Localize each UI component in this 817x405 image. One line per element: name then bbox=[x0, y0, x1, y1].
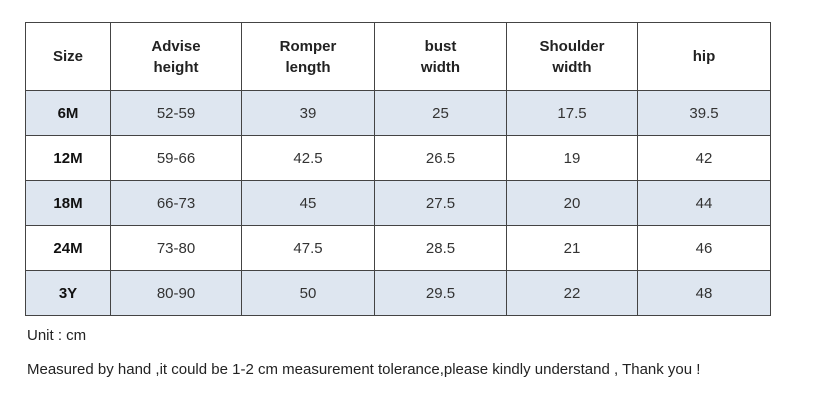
size-table: Size Advise height Romper length bust width… bbox=[25, 22, 771, 316]
table-row: 12M 59-66 42.5 26.5 19 42 bbox=[25, 135, 771, 181]
value-cell: 44 bbox=[637, 180, 771, 226]
header-cell: hip bbox=[637, 22, 771, 91]
size-cell: 24M bbox=[25, 225, 111, 271]
value-cell: 59-66 bbox=[110, 135, 242, 181]
header-cell: Advise height bbox=[110, 22, 242, 91]
table-row: 18M 66-73 45 27.5 20 44 bbox=[25, 180, 771, 226]
value-cell: 21 bbox=[506, 225, 638, 271]
value-cell: 52-59 bbox=[110, 90, 242, 136]
value-cell: 22 bbox=[506, 270, 638, 316]
value-cell: 42.5 bbox=[241, 135, 375, 181]
value-cell: 48 bbox=[637, 270, 771, 316]
value-cell: 27.5 bbox=[374, 180, 507, 226]
value-cell: 73-80 bbox=[110, 225, 242, 271]
header-cell: Size bbox=[25, 22, 111, 91]
value-cell: 29.5 bbox=[374, 270, 507, 316]
value-cell: 28.5 bbox=[374, 225, 507, 271]
size-cell: 3Y bbox=[25, 270, 111, 316]
value-cell: 42 bbox=[637, 135, 771, 181]
value-cell: 17.5 bbox=[506, 90, 638, 136]
size-cell: 6M bbox=[25, 90, 111, 136]
table-row: 3Y 80-90 50 29.5 22 48 bbox=[25, 270, 771, 316]
value-cell: 25 bbox=[374, 90, 507, 136]
tolerance-note: Measured by hand ,it could be 1-2 cm mea… bbox=[27, 361, 701, 378]
value-cell: 39.5 bbox=[637, 90, 771, 136]
header-cell: bust width bbox=[374, 22, 507, 91]
value-cell: 47.5 bbox=[241, 225, 375, 271]
header-cell: Romper length bbox=[241, 22, 375, 91]
value-cell: 39 bbox=[241, 90, 375, 136]
header-row: Size Advise height Romper length bust width… bbox=[25, 22, 771, 91]
value-cell: 26.5 bbox=[374, 135, 507, 181]
value-cell: 19 bbox=[506, 135, 638, 181]
value-cell: 46 bbox=[637, 225, 771, 271]
value-cell: 50 bbox=[241, 270, 375, 316]
size-cell: 12M bbox=[25, 135, 111, 181]
table-body: 6M 52-59 39 25 17.5 39.5 12M 59-66 42.5 26.5 19 42 1… bbox=[25, 90, 771, 316]
value-cell: 66-73 bbox=[110, 180, 242, 226]
header-cell: Shoulder width bbox=[506, 22, 638, 91]
value-cell: 45 bbox=[241, 180, 375, 226]
value-cell: 20 bbox=[506, 180, 638, 226]
table-row: 24M 73-80 47.5 28.5 21 46 bbox=[25, 225, 771, 271]
unit-note: Unit : cm bbox=[27, 327, 87, 344]
table-row: 6M 52-59 39 25 17.5 39.5 bbox=[25, 90, 771, 136]
size-cell: 18M bbox=[25, 180, 111, 226]
value-cell: 80-90 bbox=[110, 270, 242, 316]
